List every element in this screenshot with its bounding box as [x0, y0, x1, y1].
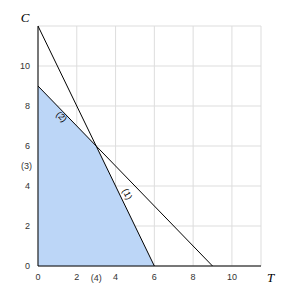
- svg-text:T: T: [267, 270, 275, 285]
- svg-text:4: 4: [113, 272, 118, 282]
- svg-text:8: 8: [25, 101, 30, 111]
- svg-text:4: 4: [25, 181, 30, 191]
- svg-text:0: 0: [25, 261, 30, 271]
- svg-text:(3): (3): [21, 161, 32, 171]
- svg-text:2: 2: [74, 272, 79, 282]
- svg-text:2: 2: [25, 221, 30, 231]
- svg-text:(1): (1): [120, 187, 134, 201]
- svg-text:(4): (4): [91, 273, 102, 283]
- svg-text:10: 10: [227, 272, 237, 282]
- svg-text:8: 8: [191, 272, 196, 282]
- svg-text:0: 0: [35, 272, 40, 282]
- svg-text:C: C: [21, 10, 30, 25]
- svg-text:(2): (2): [54, 109, 69, 124]
- svg-text:10: 10: [20, 61, 30, 71]
- svg-text:6: 6: [152, 272, 157, 282]
- svg-text:6: 6: [25, 141, 30, 151]
